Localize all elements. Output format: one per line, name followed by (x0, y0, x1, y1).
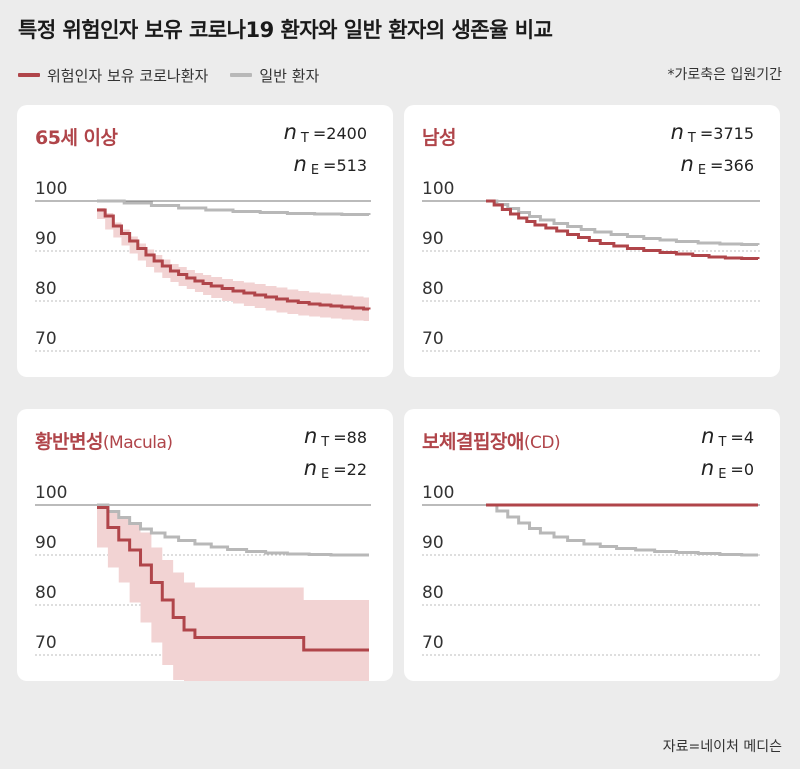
legend-label-risk: 위험인자 보유 코로나환자 (47, 66, 209, 85)
n-treated: n T =88 (304, 425, 367, 451)
n-symbol: n (680, 152, 694, 176)
n-subscript: T (321, 435, 330, 450)
legend-label-general: 일반 환자 (259, 66, 320, 85)
y-tick-label-100: 100 (422, 483, 454, 503)
n-subscript: E (321, 467, 330, 482)
y-tick-label-80: 80 (35, 279, 57, 299)
n-value: =0 (730, 460, 754, 479)
legend-item-risk: 위험인자 보유 코로나환자 (18, 65, 208, 86)
n-symbol: n (283, 120, 297, 144)
plot-svg: 100 90 80 70 (422, 179, 760, 352)
y-tick-label-70: 70 (422, 329, 444, 349)
n-value: =513 (323, 156, 367, 175)
y-tick-label-90: 90 (35, 533, 57, 553)
n-subscript: E (697, 163, 707, 178)
n-value: =88 (333, 428, 367, 447)
n-events: n E =0 (701, 457, 754, 483)
y-tick-label-80: 80 (422, 583, 444, 603)
series-line-general (486, 503, 758, 557)
y-tick-label-90: 90 (422, 533, 444, 553)
n-value: =22 (333, 460, 367, 479)
n-subscript: T (300, 131, 309, 146)
series-line-risk (97, 208, 371, 311)
y-tick-label-70: 70 (35, 633, 57, 653)
n-events: n E =513 (294, 153, 367, 179)
n-events: n E =366 (681, 153, 754, 179)
legend: 위험인자 보유 코로나환자 일반 환자 (18, 64, 341, 86)
n-symbol: n (670, 120, 684, 144)
y-tick-label-90: 90 (35, 229, 57, 249)
panel-title-main: 황반변성 (35, 431, 103, 453)
panel-title: 보체결핍장애(CD) (422, 427, 561, 454)
n-subscript: E (718, 467, 727, 482)
series-line-risk (486, 199, 760, 260)
panel-age-65: 65세 이상 n T =2400 n E =513 100 90 80 70 (17, 105, 393, 377)
y-tick-label-80: 80 (35, 583, 57, 603)
y-tick-label-100: 100 (422, 179, 454, 199)
panel-title: 65세 이상 (35, 123, 118, 150)
n-symbol: n (700, 456, 715, 480)
y-tick-label-70: 70 (35, 329, 57, 349)
panel-complement-deficiency: 보체결핍장애(CD) n T =4 n E =0 100 90 80 70 60 (404, 409, 780, 681)
n-symbol: n (303, 456, 318, 480)
n-value: =4 (730, 428, 754, 447)
n-events: n E =22 (304, 457, 367, 483)
n-treated: n T =4 (701, 425, 754, 451)
series-line-general (97, 503, 369, 557)
confidence-band (97, 208, 369, 321)
panel-title-sub: (Macula) (102, 433, 173, 453)
panel-title: 남성 (422, 123, 456, 150)
y-tick-label-80: 80 (422, 279, 444, 299)
panel-title-main: 남성 (422, 127, 456, 149)
series-line-risk (97, 506, 369, 652)
n-treated: n T =3715 (671, 121, 754, 147)
panel-title-main: 65세 이상 (35, 127, 118, 149)
n-value: =366 (710, 156, 754, 175)
n-treated: n T =2400 (284, 121, 367, 147)
confidence-band (97, 505, 369, 681)
y-tick-label-90: 90 (422, 229, 444, 249)
panel-title-main: 보체결핍장애 (422, 431, 524, 453)
panel-male: 남성 n T =3715 n E =366 100 90 80 70 (404, 105, 780, 377)
chart-title: 특정 위험인자 보유 코로나19 환자와 일반 환자의 생존율 비교 (18, 18, 553, 42)
panel-macula: 황반변성(Macula) n T =88 n E =22 100 90 80 70 60 (17, 409, 393, 681)
n-symbol: n (701, 424, 715, 448)
panel-title: 황반변성(Macula) (35, 427, 173, 454)
axis-note: *가로축은 입원기간 (667, 67, 783, 83)
n-symbol: n (293, 152, 307, 176)
n-subscript: T (718, 435, 727, 450)
legend-swatch-general (230, 73, 253, 77)
y-tick-label-100: 100 (35, 483, 67, 503)
legend-item-general: 일반 환자 (230, 65, 319, 86)
n-value: =3715 (699, 124, 754, 143)
legend-swatch-risk (18, 73, 40, 77)
n-symbol: n (303, 424, 318, 448)
y-tick-label-70: 70 (422, 633, 444, 653)
n-subscript: E (310, 163, 320, 178)
n-subscript: T (687, 131, 696, 146)
n-value: =2400 (312, 124, 367, 143)
y-tick-label-100: 100 (35, 179, 67, 199)
plot-svg: 100 90 80 70 (35, 179, 371, 352)
source-credit: 자료=네이처 메디슨 (662, 739, 782, 755)
panel-title-sub: (CD) (523, 433, 561, 453)
series-line-general (97, 199, 371, 216)
